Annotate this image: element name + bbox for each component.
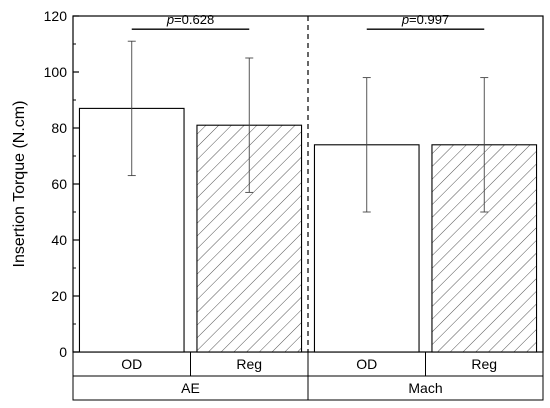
group-label-mach: Mach xyxy=(408,380,442,396)
y-tick-label: 60 xyxy=(51,176,67,192)
category-label: OD xyxy=(121,356,142,372)
y-tick-label: 80 xyxy=(51,120,67,136)
y-tick-label: 100 xyxy=(44,64,68,80)
category-label: OD xyxy=(356,356,377,372)
y-axis: 0 20 40 60 80 100 120 xyxy=(44,8,79,360)
y-axis-label: Insertion Torque (N.cm) xyxy=(11,101,28,268)
annotations-layer: p=0.628 p=0.997 xyxy=(131,12,485,30)
y-tick-label: 20 xyxy=(51,288,67,304)
p-value-label: p=0.997 xyxy=(401,12,449,27)
y-tick-label: 0 xyxy=(59,344,67,360)
error-bars-layer xyxy=(127,40,489,213)
category-labels: OD Reg OD Reg AE Mach xyxy=(121,352,497,400)
p-value-label: p=0.628 xyxy=(166,12,214,27)
category-label: Reg xyxy=(471,356,497,372)
y-tick-label: 40 xyxy=(51,232,67,248)
group-label-ae: AE xyxy=(181,380,200,396)
category-label: Reg xyxy=(236,356,262,372)
y-tick-label: 120 xyxy=(44,8,68,24)
